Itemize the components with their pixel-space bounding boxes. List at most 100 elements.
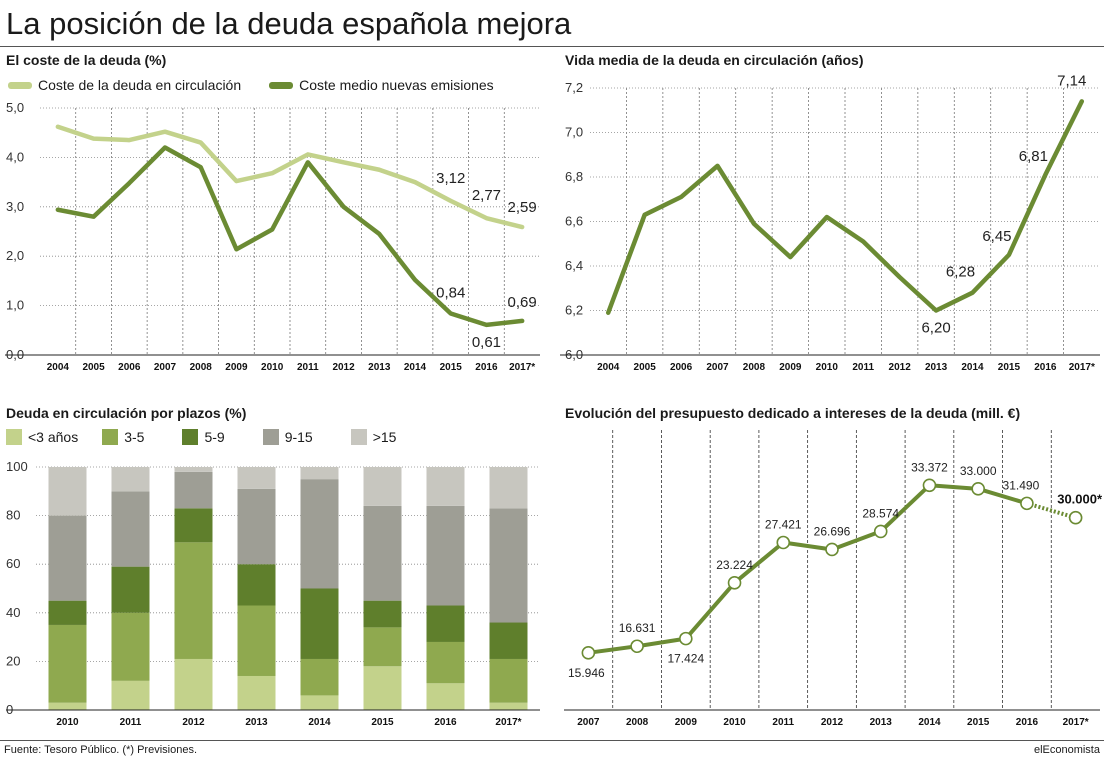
legend-item-5-9: 5-9	[182, 429, 225, 445]
data-label: 6,20	[921, 320, 950, 337]
data-point	[825, 542, 839, 557]
x-tick-label: 2007	[154, 362, 177, 373]
bar-segment	[426, 467, 465, 506]
x-tick-label: 2008	[626, 717, 649, 728]
life-chart-title: Vida media de la deuda en circulación (a…	[565, 52, 864, 68]
bar-segment	[174, 471, 213, 509]
x-tick-label: 2016	[475, 362, 498, 373]
y-tick-label: 7,0	[565, 125, 583, 140]
legend-label: 3-5	[124, 429, 145, 445]
bar-segment	[237, 564, 276, 606]
maturity-legend: <3 años 3-5 5-9 9-15 >15	[6, 429, 424, 445]
budget-chart-title: Evolución del presupuesto dedicado a int…	[565, 405, 1021, 421]
data-point	[1020, 496, 1034, 511]
data-label: 27.421	[765, 517, 802, 531]
data-label: 2,59	[508, 199, 537, 216]
x-tick-label: 2013	[925, 362, 948, 373]
series-line-average-life	[605, 99, 1085, 315]
x-tick-label: 2015	[440, 362, 463, 373]
legend-line-new-issues	[269, 81, 294, 89]
x-tick-label: 2004	[597, 362, 620, 373]
bar-segment	[363, 600, 402, 628]
x-tick-label: 2009	[225, 362, 248, 373]
data-label: 28.574	[862, 506, 899, 520]
x-tick-label: 2008	[743, 362, 766, 373]
x-tick-label: 2010	[261, 362, 284, 373]
x-tick-label: 2005	[634, 362, 657, 373]
bar-segment	[300, 658, 339, 696]
x-tick-label: 2011	[852, 362, 874, 373]
legend-item-9-15: 9-15	[262, 429, 313, 445]
x-tick-label: 2012	[182, 717, 205, 728]
x-tick-label: 2010	[723, 717, 746, 728]
y-tick-label: 60	[6, 556, 20, 571]
bar-segment	[426, 641, 465, 684]
series-line-new-issues	[55, 145, 525, 328]
legend-item-gt15: >15	[350, 429, 396, 445]
bar-segment	[426, 605, 465, 642]
legend-swatch	[102, 429, 119, 445]
y-tick-label: 6,2	[565, 303, 583, 318]
bar-segment	[363, 467, 402, 506]
y-tick-label: 5,0	[6, 100, 24, 115]
bar-segment	[174, 542, 213, 659]
footer-divider	[0, 740, 1104, 741]
bar-segment	[300, 467, 339, 480]
x-tick-label: 2017*	[1069, 362, 1095, 373]
budget-line-chart: 2007 2008 2009 2010 2011 2012 2013 2014 2015 2016…	[564, 430, 1103, 728]
y-tick-label: 100	[6, 459, 28, 474]
bar-segment	[174, 508, 213, 543]
legend-item-lt3: <3 años	[6, 429, 78, 445]
data-label: 2,77	[472, 187, 501, 204]
bar-segment	[48, 702, 87, 710]
x-tick-label: 2013	[368, 362, 391, 373]
x-tick-label: 2012	[332, 362, 355, 373]
x-tick-label: 2013	[870, 717, 893, 728]
data-label: 7,14	[1057, 72, 1086, 89]
data-point	[1068, 510, 1083, 525]
series-line-interest	[588, 483, 1028, 655]
bar-segment	[111, 612, 150, 681]
x-tick-label: 2017*	[495, 717, 521, 728]
x-tick-label: 2012	[821, 717, 844, 728]
data-label: 33.372	[911, 460, 948, 474]
x-tick-label: 2007	[706, 362, 729, 373]
data-label: 23.224	[716, 558, 753, 572]
data-point	[971, 482, 985, 496]
data-label: 16.631	[619, 621, 656, 635]
y-tick-label: 6,8	[565, 169, 583, 184]
legend-swatch	[350, 429, 367, 445]
bar-segment	[489, 508, 528, 623]
x-tick-label: 2011	[772, 717, 794, 728]
legend-label: Coste de la deuda en circulación	[38, 77, 242, 93]
y-tick-label: 2,0	[6, 248, 24, 263]
x-tick-label: 2006	[670, 362, 693, 373]
bar-segment	[426, 505, 465, 606]
brand-logo: elEconomista	[1033, 744, 1100, 756]
cost-chart-title: El coste de la deuda (%)	[6, 52, 167, 68]
y-tick-label: 6,4	[565, 258, 583, 273]
bar-segment	[48, 515, 87, 601]
x-tick-label: 2016	[434, 717, 457, 728]
legend-line-circulation	[8, 81, 32, 89]
x-tick-label: 2015	[371, 717, 394, 728]
data-point	[581, 646, 596, 660]
data-label: 3,12	[436, 170, 465, 187]
data-point	[922, 478, 937, 493]
x-tick-label: 2006	[118, 362, 141, 373]
x-tick-label: 2017*	[509, 362, 535, 373]
x-tick-label: 2007	[577, 717, 600, 728]
x-tick-label: 2009	[675, 717, 698, 728]
data-label: 15.946	[568, 666, 605, 680]
legend-item-3-5: 3-5	[102, 429, 144, 445]
x-tick-label: 2014	[308, 717, 331, 728]
bar-segment	[300, 695, 339, 710]
y-tick-label: 4,0	[6, 149, 24, 164]
legend-item-new-issues: Coste medio nuevas emisiones	[269, 77, 494, 93]
x-tick-label: 2017*	[1063, 717, 1089, 728]
x-tick-label: 2011	[297, 362, 319, 373]
bar-segment	[300, 479, 339, 589]
legend-swatch	[262, 429, 279, 445]
